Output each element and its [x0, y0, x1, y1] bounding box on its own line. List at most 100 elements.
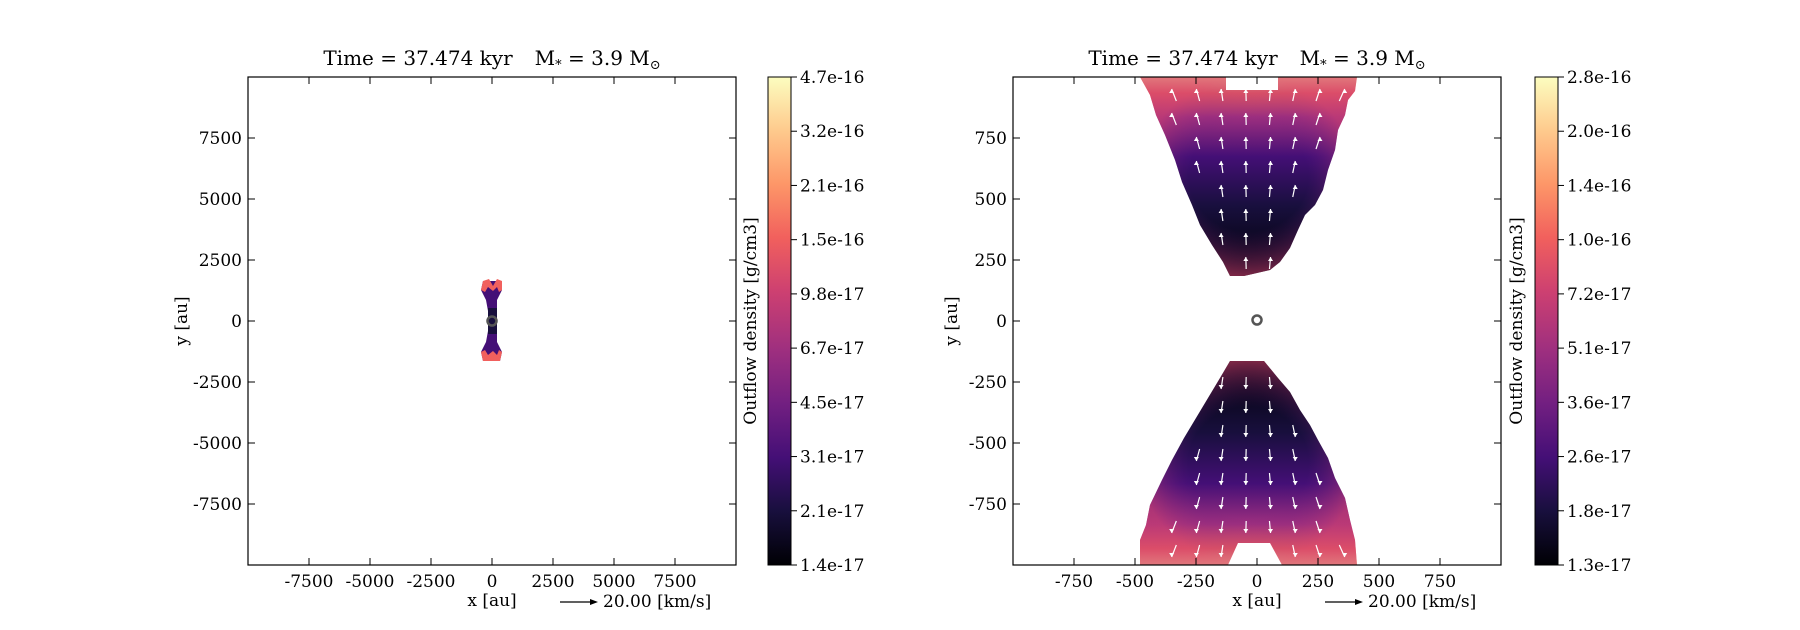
right-x-label: x [au] [1232, 591, 1281, 611]
velocity-arrow-head [1268, 481, 1274, 485]
left-axis-ticks: -7500 -5000 -2500 0 2500 5000 7500 7500 5000 2500… [193, 77, 736, 592]
right-velocity-arrows [1169, 88, 1348, 558]
left-outflow-core [488, 308, 497, 334]
right-y-label: y [au] [942, 296, 962, 346]
velocity-arrow-head [1317, 481, 1323, 485]
right-outflow-lower-edge [1140, 361, 1357, 565]
velocity-arrow-head [1268, 161, 1274, 165]
velocity-arrow-head [1292, 433, 1298, 437]
x-tick-label: -750 [1055, 572, 1093, 592]
velocity-arrow-head [1243, 137, 1249, 141]
velocity-arrow-head [1193, 553, 1199, 557]
velocity-arrow-head [1268, 409, 1274, 413]
y-tick-label: -5000 [193, 434, 242, 454]
x-tick-label: 7500 [653, 572, 696, 592]
x-tick-label: 5000 [592, 572, 635, 592]
y-tick-label: 7500 [199, 129, 242, 149]
right-colorbar: 2.8e-16 2.0e-16 1.4e-16 1.0e-16 7.2e-17 5.1e-… [1507, 68, 1631, 576]
colorbar-tick-label: 2.6e-17 [1567, 448, 1631, 468]
velocity-arrow-head [1243, 385, 1249, 389]
velocity-arrow-head [1342, 89, 1348, 93]
colorbar-tick-label: 7.2e-17 [1567, 285, 1631, 305]
velocity-arrow-head [1243, 233, 1249, 237]
left-colorbar-gradient [767, 76, 792, 566]
colorbar-tick-label: 1.3e-17 [1567, 556, 1631, 576]
right-quiver-key-label: 20.00 [km/s] [1368, 592, 1476, 612]
velocity-arrow-head [1292, 505, 1298, 509]
velocity-arrow-head [1218, 529, 1224, 533]
left-colorbar-label: Outflow density [g/cm3] [741, 217, 761, 424]
colorbar-tick-label: 1.8e-17 [1567, 502, 1631, 522]
x-tick-label: 0 [487, 572, 498, 592]
right-title: Time = 37.474 kyr M* = 3.9 M⊙ [1088, 46, 1425, 73]
velocity-arrow-head [1243, 433, 1249, 437]
velocity-arrow-head [1292, 113, 1298, 117]
velocity-arrow-head [1218, 409, 1224, 413]
velocity-arrow-head [1268, 257, 1274, 261]
velocity-arrow-head [1218, 481, 1224, 485]
velocity-arrow-head [1218, 209, 1224, 213]
velocity-arrow-head [1193, 505, 1199, 509]
left-quiver-key-label: 20.00 [km/s] [603, 592, 711, 612]
y-tick-label: -500 [969, 434, 1007, 454]
velocity-arrow-head [1193, 113, 1199, 117]
x-tick-label: 2500 [531, 572, 574, 592]
colorbar-tick-label: 5.1e-17 [1567, 339, 1631, 359]
velocity-arrow-head [1218, 553, 1224, 557]
velocity-arrow-head [1268, 233, 1274, 237]
x-tick-label: 0 [1252, 572, 1263, 592]
colorbar-tick-label: 2.8e-16 [1567, 68, 1631, 88]
velocity-arrow-head [1243, 89, 1249, 93]
velocity-arrow-head [1218, 161, 1224, 165]
colorbar-tick-label: 4.5e-17 [800, 393, 864, 413]
velocity-arrow-head [1169, 553, 1175, 557]
velocity-arrow-head [1218, 505, 1224, 509]
colorbar-tick-label: 2.1e-17 [800, 502, 864, 522]
velocity-arrow-head [1218, 385, 1224, 389]
velocity-arrow-head [1243, 409, 1249, 413]
velocity-arrow-head [1243, 457, 1249, 461]
velocity-arrow-head [1243, 161, 1249, 165]
velocity-arrow-head [1193, 137, 1199, 141]
velocity-arrow-head [1268, 553, 1274, 557]
right-outflow-upper-hotspot [1180, 77, 1320, 132]
colorbar-tick-label: 2.1e-16 [800, 176, 864, 196]
x-tick-label: -250 [1177, 572, 1215, 592]
right-density-panel: Time = 37.474 kyr M* = 3.9 M⊙ -750 -500 -25… [942, 46, 1631, 612]
velocity-arrow-head [1193, 161, 1199, 165]
velocity-arrow-head [1268, 137, 1274, 141]
right-sink-marker [1251, 314, 1263, 326]
velocity-arrow-head [1292, 161, 1298, 165]
velocity-arrow-head [1268, 457, 1274, 461]
y-tick-label: -7500 [193, 495, 242, 515]
colorbar-tick-label: 1.0e-16 [1567, 231, 1631, 251]
velocity-arrow-head [1268, 185, 1274, 189]
velocity-arrow-head [1169, 89, 1175, 93]
velocity-arrow-head [1169, 529, 1175, 533]
left-quiver-key: 20.00 [km/s] [560, 592, 711, 612]
velocity-arrow-head [1193, 89, 1199, 93]
velocity-arrow-head [1193, 481, 1199, 485]
velocity-arrow-head [1268, 529, 1274, 533]
right-outflow-upper-edge [1140, 77, 1357, 276]
right-axis-ticks: -750 -500 -250 0 250 500 750 750 500 250 0 -250 -500… [969, 77, 1501, 592]
velocity-arrow-head [1292, 481, 1298, 485]
x-tick-label: -2500 [406, 572, 455, 592]
velocity-arrow-head [1268, 505, 1274, 509]
colorbar-tick-label: 1.5e-16 [800, 231, 864, 251]
left-y-label: y [au] [172, 296, 192, 346]
velocity-arrow-head [1317, 89, 1323, 93]
velocity-arrow-head [1218, 89, 1224, 93]
velocity-arrow-head [1243, 529, 1249, 533]
colorbar-tick-label: 4.7e-16 [800, 68, 864, 88]
velocity-arrow-head [1193, 457, 1199, 461]
velocity-arrow-head [1317, 553, 1323, 557]
right-colorbar-gradient [1534, 76, 1559, 566]
velocity-arrow-head [1292, 457, 1298, 461]
y-tick-label: 750 [975, 129, 1007, 149]
y-tick-label: 500 [975, 190, 1007, 210]
y-tick-label: 5000 [199, 190, 242, 210]
colorbar-tick-label: 1.4e-16 [1567, 176, 1631, 196]
velocity-arrow-head [1268, 209, 1274, 213]
